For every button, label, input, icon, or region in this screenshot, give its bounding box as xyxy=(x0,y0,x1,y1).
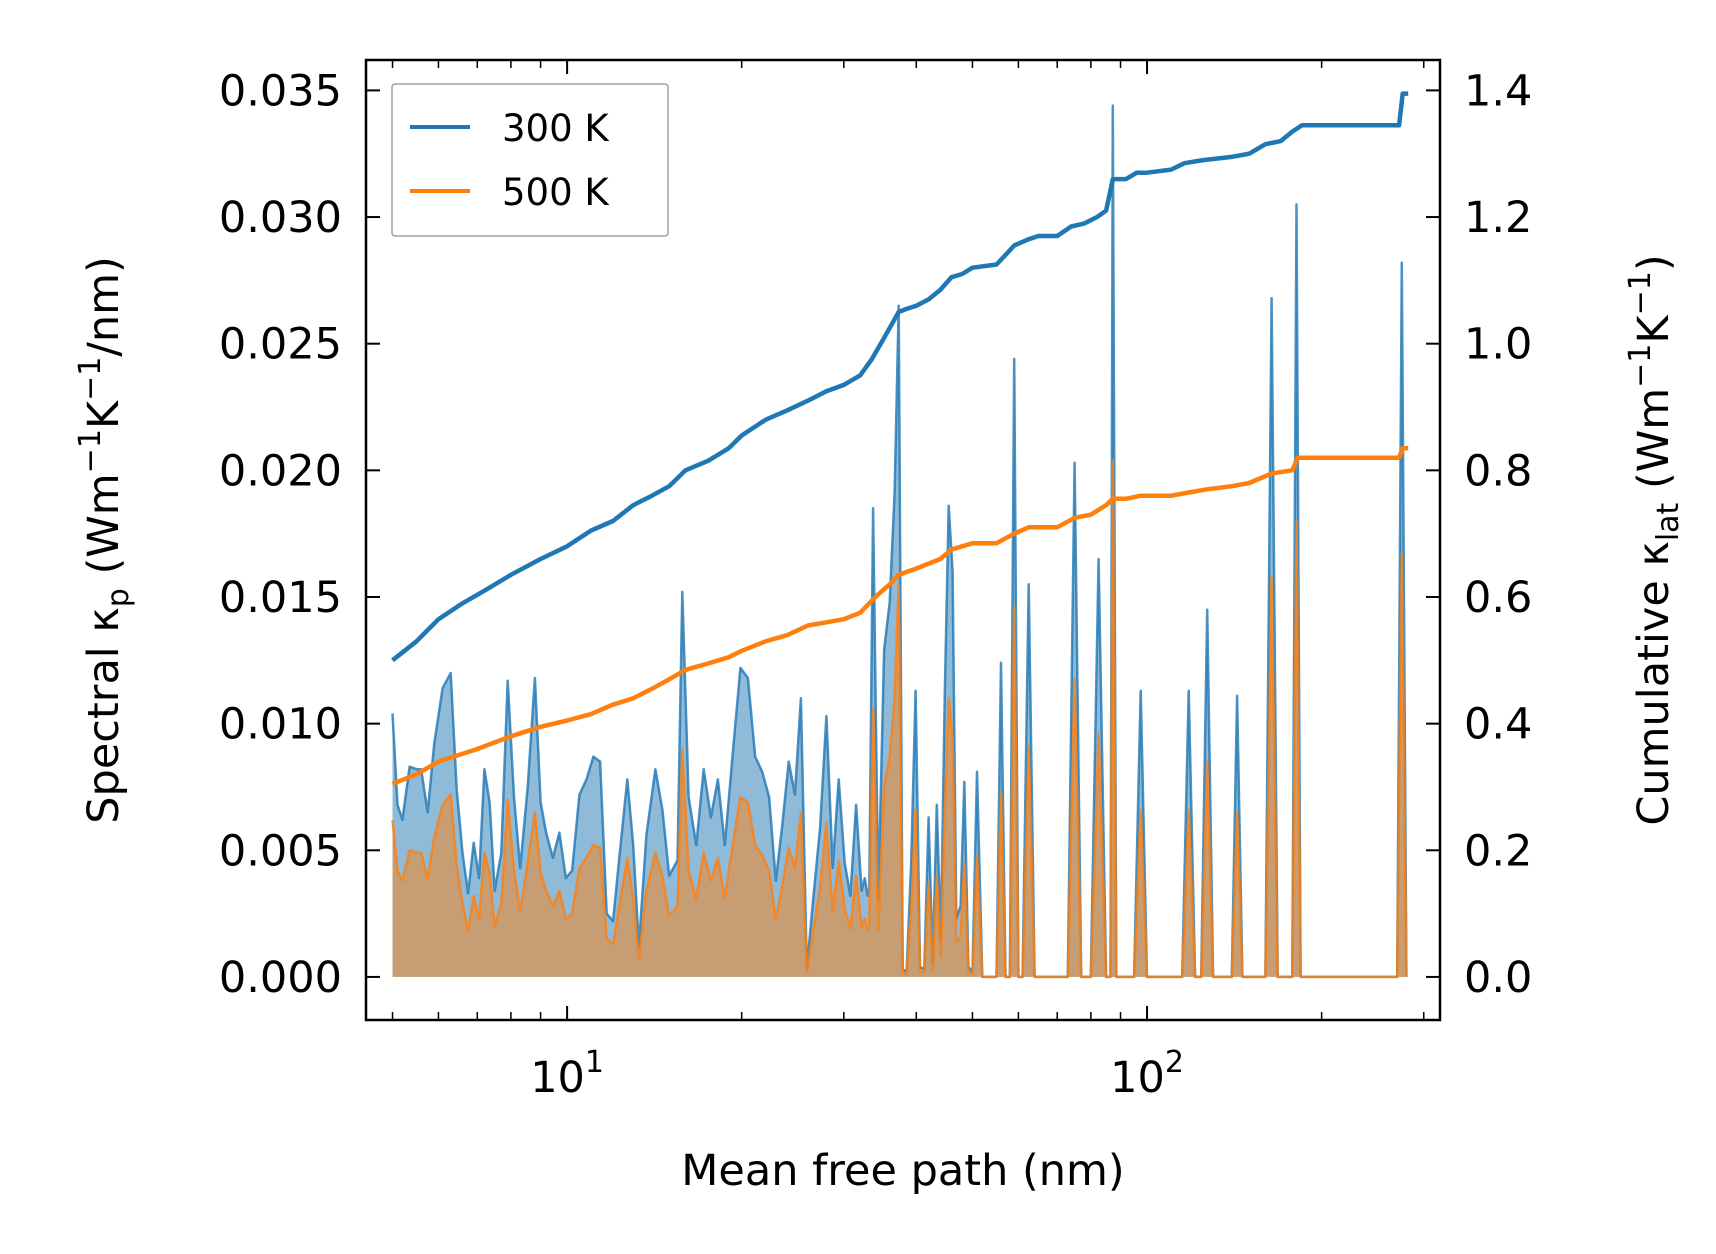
y-right-label-mid: K xyxy=(1629,314,1679,344)
y-left-label-unit-close: /nm) xyxy=(79,256,129,356)
y-right-tick-label: 1.4 xyxy=(1464,66,1532,116)
spectral-fills xyxy=(391,104,1408,979)
y-left-label-unit-open: (Wm xyxy=(79,473,129,588)
y-left-tick-label: 0.030 xyxy=(219,193,342,243)
series-300-k-spectral-edge xyxy=(391,104,1408,979)
y-right-label-sub: lat xyxy=(1651,502,1686,541)
y-left-tick-label: 0.010 xyxy=(219,700,342,750)
x-tick-label-exponent: 1 xyxy=(585,1045,604,1080)
legend-box xyxy=(391,83,669,237)
y-left-tick-label: 0.025 xyxy=(219,320,342,370)
y-left-label-exp1: −1 xyxy=(73,429,108,473)
x-tick-label: 101 xyxy=(530,1045,604,1103)
series-300-k-line xyxy=(391,91,1409,663)
legend-label-500k: 500 K xyxy=(502,171,610,214)
y-axis-left-label: Spectral κp (Wm−1K−1/nm) xyxy=(73,256,136,824)
y-right-tick-label: 1.0 xyxy=(1464,320,1532,370)
x-tick-label: 102 xyxy=(1110,1045,1184,1103)
x-tick-label-base: 10 xyxy=(1110,1053,1165,1103)
y-right-tick-label: 0.8 xyxy=(1464,446,1532,496)
y-right-tick-label: 0.4 xyxy=(1464,700,1532,750)
y-left-label-prefix: Spectral κ xyxy=(79,607,129,824)
y-left-label-exp2: −1 xyxy=(73,357,108,401)
y-left-tick-label: 0.020 xyxy=(219,446,342,496)
y-right-label-unit-open: (Wm xyxy=(1629,388,1679,503)
y-left-tick-label: 0.015 xyxy=(219,573,342,623)
y-left-label-mid: K xyxy=(79,399,129,429)
y-right-tick-label: 0.2 xyxy=(1464,826,1532,876)
y-right-tick-label: 0.6 xyxy=(1464,573,1532,623)
legend: 300 K 500 K xyxy=(391,83,669,237)
legend-label-300k: 300 K xyxy=(502,107,610,150)
tick-labels: 0.0000.0050.0100.0150.0200.0250.0300.035… xyxy=(219,66,1533,1103)
series-500-k-spectral-edge xyxy=(391,458,1408,979)
y-right-tick-label: 1.2 xyxy=(1464,193,1532,243)
y-left-label-sub: p xyxy=(101,588,136,607)
y-left-tick-label: 0.005 xyxy=(219,826,342,876)
y-right-label-exp1: −1 xyxy=(1623,344,1658,388)
y-right-label-exp2: −1 xyxy=(1623,271,1658,315)
x-tick-label-exponent: 2 xyxy=(1165,1045,1184,1080)
y-left-tick-label: 0.000 xyxy=(219,953,342,1003)
x-axis-label: Mean free path (nm) xyxy=(681,1146,1124,1196)
series-500-k-line xyxy=(391,445,1409,786)
x-tick-label-base: 10 xyxy=(530,1053,585,1103)
y-right-label-unit-close: ) xyxy=(1629,254,1679,271)
y-right-label-prefix: Cumulative κ xyxy=(1629,541,1679,825)
y-axis-right-label: Cumulative κlat (Wm−1K−1) xyxy=(1623,254,1686,825)
cumulative-lines xyxy=(391,91,1409,786)
y-left-tick-label: 0.035 xyxy=(219,66,342,116)
plot-frame xyxy=(364,58,1442,1022)
y-right-tick-label: 0.0 xyxy=(1464,953,1532,1003)
axis-ticks xyxy=(366,60,1440,1020)
